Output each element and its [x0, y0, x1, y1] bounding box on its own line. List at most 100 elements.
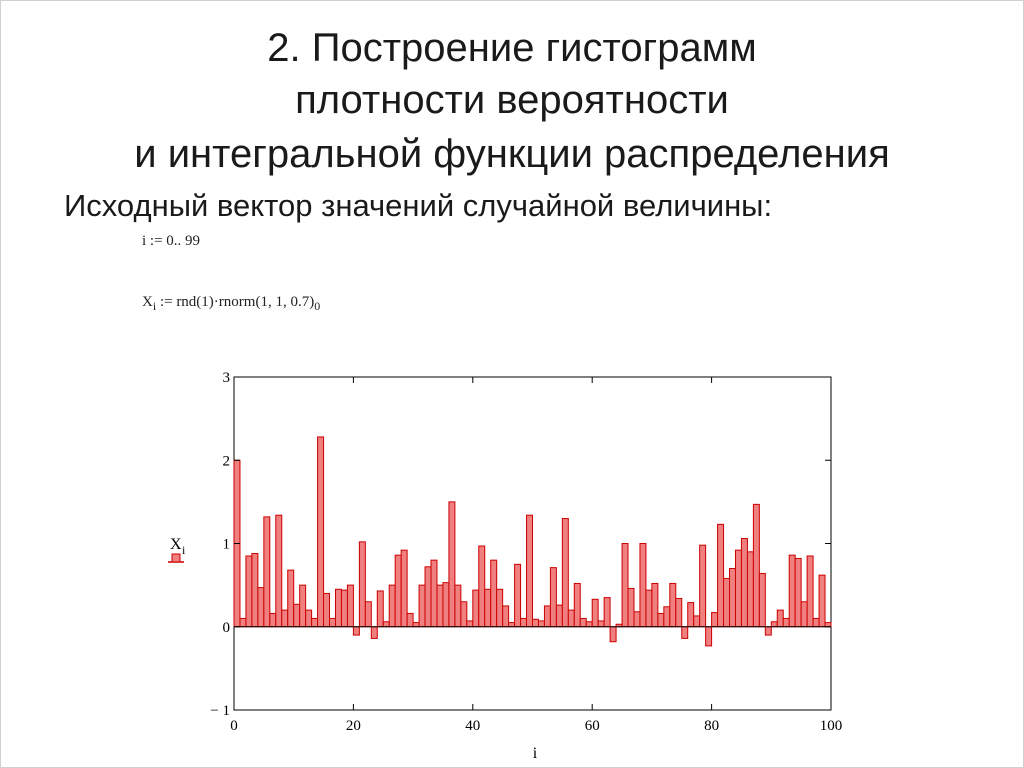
- bar: [526, 514, 534, 628]
- bar: [484, 588, 492, 628]
- bar: [543, 605, 551, 628]
- y-tick-label: 2: [223, 453, 231, 469]
- y-axis-ticks: − 1 0 1 2 3: [210, 370, 831, 719]
- y-tick-label: − 1: [210, 703, 230, 719]
- bar: [245, 555, 253, 628]
- bar: [394, 554, 402, 628]
- bar: [466, 620, 474, 628]
- bar: [693, 615, 701, 628]
- bar: [764, 626, 772, 636]
- bar: [490, 559, 498, 628]
- bar: [711, 612, 719, 628]
- bar: [400, 549, 408, 628]
- formula-rhs: := rnd(1)·rnorm(1, 1, 0.7): [156, 294, 315, 310]
- bar: [287, 569, 295, 628]
- bar: [502, 605, 510, 628]
- x-tick-label: 20: [346, 718, 361, 734]
- bar: [687, 602, 695, 628]
- bar: [412, 622, 420, 628]
- bar: [699, 544, 707, 628]
- x-axis-label: i: [533, 745, 538, 762]
- bar: [800, 601, 808, 628]
- bar: [746, 551, 754, 628]
- bar: [729, 567, 736, 628]
- bar: [388, 584, 396, 628]
- legend-swatch: [171, 553, 181, 563]
- bar: [788, 554, 796, 628]
- y-tick-label: 0: [223, 620, 231, 636]
- bar-series: [233, 436, 832, 647]
- bar: [346, 584, 354, 628]
- bar: [442, 582, 450, 628]
- vector-formula: Xi := rnd(1)·rnorm(1, 1, 0.7)0: [142, 294, 320, 314]
- bar: [275, 514, 283, 628]
- slide-title-line-1: 2. Построение гистограмм: [267, 26, 757, 70]
- bar: [358, 541, 366, 628]
- bar: [818, 574, 826, 628]
- y-tick-label: 3: [223, 370, 231, 386]
- x-tick-label: 80: [704, 718, 719, 734]
- bar: [299, 584, 307, 628]
- bar: [806, 555, 814, 628]
- bar: [591, 598, 599, 628]
- bar: [794, 557, 802, 628]
- range-definition: i := 0.. 99: [142, 233, 201, 249]
- bar: [364, 601, 372, 628]
- bar: [281, 609, 289, 628]
- bar: [573, 582, 581, 628]
- bar: [436, 584, 444, 628]
- bar: [651, 582, 659, 628]
- bar: [657, 612, 665, 628]
- slide-title-line-2: плотности вероятности: [295, 78, 729, 122]
- bar: [329, 617, 336, 628]
- y-tick-label: 1: [223, 537, 231, 553]
- bar: [776, 609, 784, 628]
- bar: [734, 549, 742, 628]
- bar: [824, 622, 832, 628]
- y-axis-label-var: X: [170, 536, 182, 553]
- bar: [681, 626, 689, 639]
- bar: [669, 582, 677, 628]
- bar: [251, 552, 259, 628]
- bar: [645, 589, 653, 628]
- x-tick-label: 40: [465, 718, 480, 734]
- bar: [609, 626, 617, 643]
- bar: [675, 597, 683, 628]
- bar: [376, 590, 384, 628]
- bar: [549, 567, 557, 628]
- bar: [723, 577, 731, 628]
- bar: [740, 538, 748, 628]
- bar: [663, 606, 671, 628]
- bar: [508, 622, 516, 628]
- bar: [705, 626, 713, 647]
- bar: [418, 584, 426, 628]
- bar: [812, 617, 820, 628]
- bar: [639, 543, 647, 628]
- bar: [496, 588, 504, 628]
- bar: [472, 589, 480, 628]
- bar: [627, 587, 635, 628]
- bar: [633, 611, 641, 628]
- bar: [430, 559, 438, 628]
- bar: [752, 503, 760, 628]
- bar: [293, 603, 301, 628]
- bar: [770, 621, 778, 628]
- bar: [555, 604, 563, 628]
- bar: [603, 597, 611, 628]
- bar: [460, 601, 468, 628]
- y-axis-label-sub: i: [182, 543, 186, 557]
- formula-rhs-sub: 0: [314, 299, 321, 313]
- bar: [561, 518, 569, 628]
- bar: [323, 592, 331, 628]
- bar: [406, 612, 414, 628]
- slide-subtitle: Исходный вектор значений случайной велич…: [64, 188, 773, 223]
- bar: [585, 621, 593, 628]
- bar: [758, 572, 766, 628]
- bar: [478, 545, 486, 628]
- x-tick-label: 60: [585, 718, 600, 734]
- bar: [382, 621, 390, 628]
- bar: [782, 617, 790, 628]
- bar: [448, 501, 456, 628]
- bar: [370, 626, 378, 639]
- bar: [263, 516, 271, 628]
